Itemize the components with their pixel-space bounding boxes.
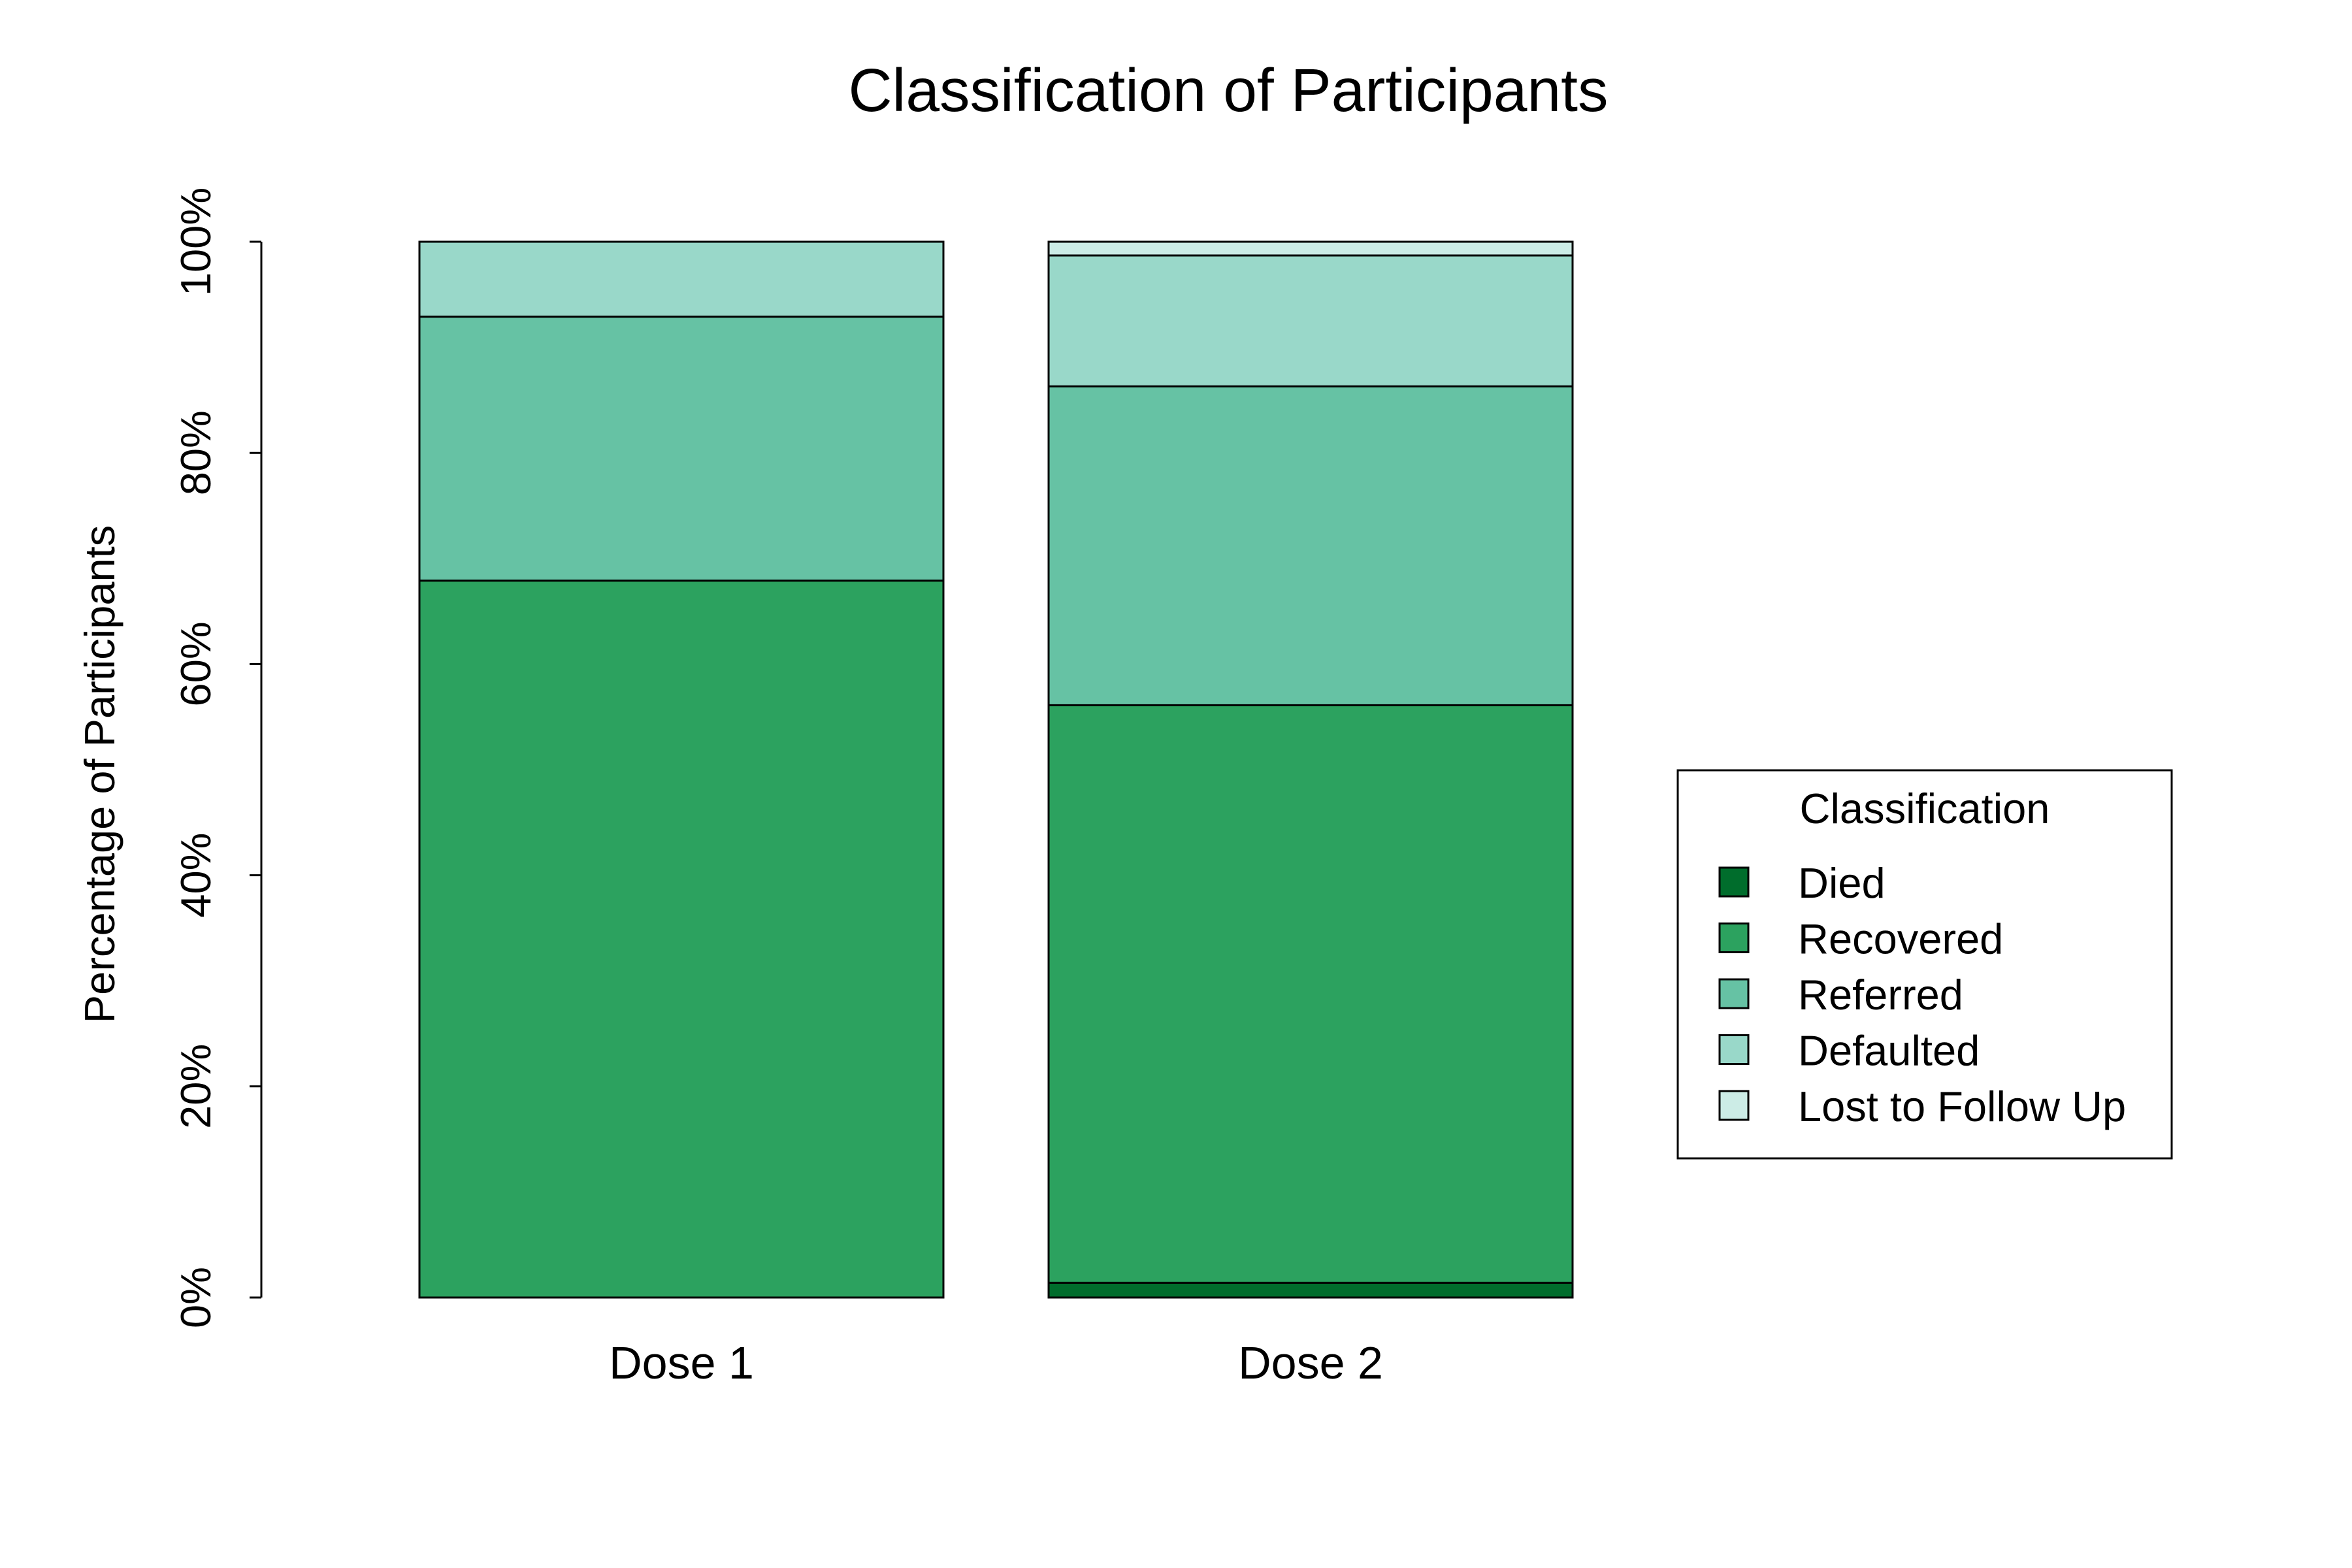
y-tick-label: 60% xyxy=(172,621,220,706)
bar-segment-referred xyxy=(1047,385,1574,706)
x-tick-label: Dose 2 xyxy=(1238,1337,1383,1388)
y-ticks: 0% 20% 40% 60% 80% 100% xyxy=(172,188,261,1328)
legend-swatch xyxy=(1718,1034,1750,1065)
legend-items: Died Recovered Referred Defaulted Lost to Fo… xyxy=(1718,859,2126,1130)
bar-segment-lost-to-follow-up xyxy=(1047,240,1574,257)
legend-box xyxy=(1676,769,2173,1160)
legend: Classification Died Recovered Referred Defa… xyxy=(1676,769,2173,1160)
bar-segment-recovered xyxy=(1047,704,1574,1284)
bar-segment-recovered xyxy=(418,580,945,1299)
legend-swatch xyxy=(1718,923,1750,953)
legend-swatch xyxy=(1718,866,1750,898)
y-tick-label: 0% xyxy=(172,1267,220,1328)
legend-label: Lost to Follow Up xyxy=(1798,1083,2126,1130)
bar-segment-defaulted xyxy=(1047,254,1574,387)
y-tick-label: 40% xyxy=(172,833,220,918)
category-labels: Dose 1 Dose 2 xyxy=(609,1337,1383,1388)
x-tick-label: Dose 1 xyxy=(609,1337,754,1388)
y-tick-label: 80% xyxy=(172,410,220,495)
legend-swatch xyxy=(1718,1090,1750,1121)
legend-label: Defaulted xyxy=(1798,1027,1980,1075)
chart-title: Classification of Participants xyxy=(849,56,1609,124)
y-tick-label: 20% xyxy=(172,1044,220,1129)
y-axis-label: Percentage of Participants xyxy=(76,525,123,1023)
legend-title: Classification xyxy=(1800,785,2050,832)
legend-swatch xyxy=(1718,978,1750,1009)
bar-segment-died xyxy=(1047,1281,1574,1299)
bar-segment-defaulted xyxy=(418,240,945,318)
y-tick-label: 100% xyxy=(172,188,220,296)
legend-label: Referred xyxy=(1798,971,1963,1019)
bars xyxy=(418,240,1574,1299)
bar-segment-referred xyxy=(418,316,945,582)
legend-label: Recovered xyxy=(1798,915,2003,963)
legend-label: Died xyxy=(1798,859,1886,907)
